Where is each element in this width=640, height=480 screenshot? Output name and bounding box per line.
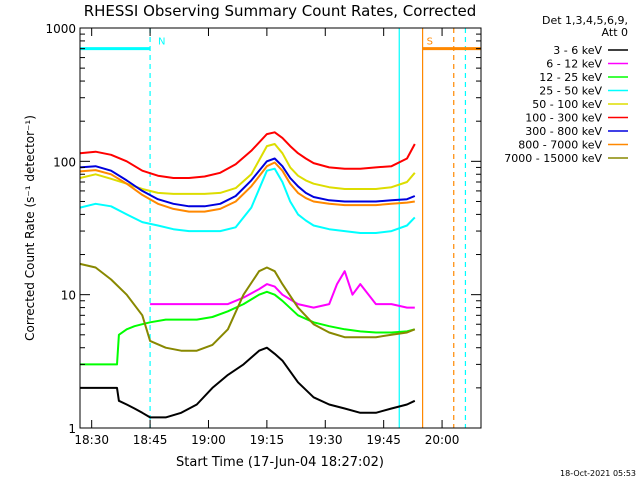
y-tick-label-3: 1000 [45,22,76,36]
series-line-0 [80,346,416,419]
y-tick-label-0: 1 [68,422,76,436]
series-line-3 [79,167,416,234]
legend-label-3: 25 - 50 keV [539,85,602,98]
chart-title: RHESSI Observing Summary Count Rates, Co… [84,2,477,20]
x-tick-label-5: 19:45 [366,433,401,447]
y-axis: 1 10 100 1000 [45,22,481,436]
legend-label-5: 100 - 300 keV [525,112,602,125]
x-tick-label-1: 18:45 [133,433,168,447]
legend-header-1: Att 0 [602,26,628,39]
series-line-5 [79,131,416,179]
legend-header-0: Det 1,3,4,5,6,9, [542,14,628,27]
legend-label-2: 12 - 25 keV [539,71,602,84]
x-tick-label-2: 19:00 [191,433,226,447]
series-line-8 [79,262,416,352]
legend-label-6: 300 - 800 keV [525,125,602,138]
legend-label-7: 800 - 7000 keV [518,139,602,152]
footer-timestamp: 18-Oct-2021 05:53 [560,469,636,478]
y-axis-label: Corrected Count Rate (s⁻¹ detector⁻¹) [23,115,37,341]
x-axis: 18:30 18:45 19:00 19:15 19:30 19:45 20:00 [74,28,459,447]
series-line-2 [80,290,416,366]
series-line-7 [79,161,415,213]
plot-frame [79,27,482,429]
annotation-label-0: N [158,37,165,48]
y-tick-label-1: 10 [61,289,76,303]
x-tick-label-3: 19:15 [250,433,285,447]
series-line-1 [150,270,415,309]
x-tick-label-0: 18:30 [74,433,109,447]
legend-label-0: 3 - 6 keV [553,44,602,57]
x-tick-label-4: 19:30 [308,433,343,447]
legend-label-4: 50 - 100 keV [532,98,602,111]
x-tick-label-6: 20:00 [425,433,460,447]
series-line-4 [79,143,416,195]
annotation-label-1: S [427,37,433,48]
legend-label-1: 6 - 12 keV [546,58,602,71]
legend-label-8: 7000 - 15000 keV [504,152,602,165]
y-tick-label-2: 100 [53,155,76,169]
series-line-6 [79,157,416,208]
x-axis-label: Start Time (17-Jun-04 18:27:02) [176,455,384,470]
